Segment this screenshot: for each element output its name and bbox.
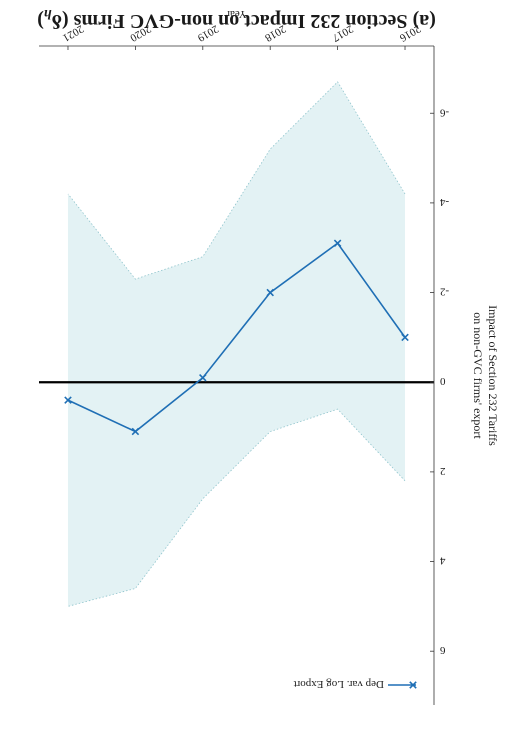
series-line	[67, 242, 406, 433]
legend: Dep var. Log Export	[294, 678, 417, 690]
data-point-marker	[199, 373, 207, 382]
confidence-band-lower-edge	[67, 81, 406, 280]
y-axis-label-line1: Impact of Section 232 Tariffs	[486, 305, 500, 446]
confidence-band-upper-edge	[67, 408, 406, 607]
marker-stroke	[64, 396, 72, 404]
marker-stroke	[199, 373, 207, 382]
legend-label: Dep var. Log Export	[294, 678, 384, 690]
chart-title: (a) Section 232 Impact on non-GVC Firms …	[37, 6, 436, 32]
y-tick-label: -2	[440, 286, 449, 298]
y-tick-label: -6	[440, 106, 450, 118]
y-tick-label: 6	[440, 644, 446, 656]
marker-stroke	[131, 427, 140, 436]
marker-stroke	[333, 239, 342, 248]
data-point-marker	[333, 239, 342, 248]
data-point-marker	[401, 333, 409, 342]
y-ticks-group: 6 4 2 0 -2 -4 -6	[430, 106, 449, 656]
marker-stroke	[266, 288, 274, 297]
data-point-marker	[131, 427, 140, 436]
y-tick-label: 4	[440, 555, 446, 567]
chart-title-suffix: )	[37, 10, 44, 32]
legend-marker	[409, 681, 417, 689]
y-tick-label: -4	[440, 196, 450, 208]
confidence-band-group	[67, 81, 406, 607]
y-tick-label: 2	[440, 465, 446, 477]
chart-title-main: (a) Section 232 Impact on non-GVC Firms …	[52, 10, 436, 32]
axes-group	[39, 45, 435, 705]
labels-group: Impact of Section 232 Tariffs on non-GVC…	[37, 6, 500, 446]
data-point-marker	[266, 288, 274, 297]
data-point-marker	[64, 396, 72, 404]
y-tick-label: 0	[440, 375, 446, 387]
series-group	[64, 239, 409, 436]
chart-title-subscript: h	[44, 6, 52, 21]
x-axis-label: Year	[226, 8, 247, 20]
y-axis-label-line2: on non-GVC firms' export	[471, 312, 485, 439]
legend-marker-stroke	[409, 681, 417, 689]
confidence-band-area	[67, 81, 406, 607]
marker-stroke	[401, 333, 409, 342]
